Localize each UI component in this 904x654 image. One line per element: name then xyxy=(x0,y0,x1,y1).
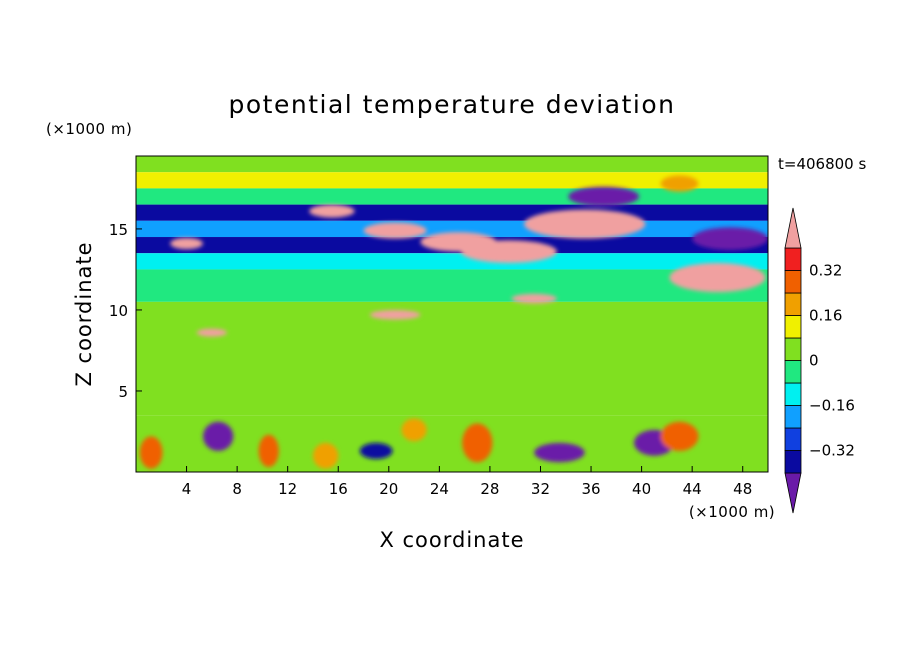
colorbar-segment xyxy=(784,247,802,271)
field-band xyxy=(136,172,768,189)
x-tick-label: 20 xyxy=(379,480,398,498)
field-feature xyxy=(660,175,699,192)
time-label: t=406800 s xyxy=(778,155,866,173)
colorbar-lower-extension xyxy=(784,472,802,514)
x-axis-ticks: 4 8 12 16 20 24 28 32 36 40 44 48 xyxy=(182,466,752,498)
field-feature xyxy=(524,209,646,239)
colorbar-segment xyxy=(784,337,802,361)
colorbar-label: −0.32 xyxy=(809,442,855,460)
x-tick-label: 8 xyxy=(232,480,242,498)
field-feature xyxy=(660,421,699,451)
field-band xyxy=(136,156,768,173)
colorbar-segment xyxy=(784,315,802,339)
field-feature xyxy=(534,442,585,463)
x-tick-label: 44 xyxy=(683,480,702,498)
field-feature xyxy=(568,186,640,207)
field-feature xyxy=(363,222,427,239)
y-tick-label: 10 xyxy=(109,302,128,320)
colorbar-label: 0 xyxy=(809,352,819,370)
colorbar-segment xyxy=(784,450,802,474)
heatmap-field xyxy=(136,156,768,472)
x-tick-label: 36 xyxy=(581,480,600,498)
field-feature xyxy=(139,436,163,469)
field-features xyxy=(139,175,768,469)
field-feature xyxy=(359,442,393,460)
colorbar-segment xyxy=(784,427,802,451)
colorbar-segment xyxy=(784,270,802,294)
field-feature xyxy=(669,262,766,293)
y-tick-label: 5 xyxy=(118,383,128,401)
chart-title: potential temperature deviation xyxy=(229,90,676,119)
x-axis-title: X coordinate xyxy=(379,528,524,552)
x-tick-label: 16 xyxy=(329,480,348,498)
x-tick-label: 24 xyxy=(430,480,449,498)
field-band xyxy=(136,253,768,270)
field-band xyxy=(136,301,768,416)
colorbar-segment xyxy=(784,382,802,406)
field-feature xyxy=(202,421,234,451)
x-tick-label: 4 xyxy=(182,480,192,498)
y-tick-label: 15 xyxy=(109,221,128,239)
x-tick-label: 12 xyxy=(278,480,297,498)
y-axis-ticks: 5 10 15 xyxy=(109,221,142,401)
x-tick-label: 40 xyxy=(632,480,651,498)
field-feature xyxy=(369,309,421,320)
x-unit-label: (×1000 m) xyxy=(689,503,775,521)
field-feature xyxy=(170,237,203,250)
colorbar-segment xyxy=(784,405,802,429)
field-feature xyxy=(312,442,339,469)
colorbar-label: −0.16 xyxy=(809,397,855,415)
colorbar: 0.32 0.16 0 −0.16 −0.32 xyxy=(784,207,855,514)
field-band xyxy=(136,269,768,302)
x-tick-label: 32 xyxy=(531,480,550,498)
field-band xyxy=(136,204,768,221)
background-bands xyxy=(136,156,768,472)
colorbar-label: 0.32 xyxy=(809,262,842,280)
field-feature xyxy=(462,423,493,463)
plot-frame xyxy=(135,155,769,473)
x-tick-label: 48 xyxy=(733,480,752,498)
colorbar-upper-extension xyxy=(784,207,802,249)
field-feature xyxy=(196,328,228,337)
field-feature xyxy=(401,418,427,442)
colorbar-segment xyxy=(784,292,802,316)
colorbar-label: 0.16 xyxy=(809,307,842,325)
field-feature xyxy=(511,293,557,304)
field-feature xyxy=(258,434,279,468)
y-axis-title: Z coordinate xyxy=(72,241,96,386)
field-feature xyxy=(692,227,768,250)
x-tick-label: 28 xyxy=(480,480,499,498)
field-feature xyxy=(309,204,355,218)
colorbar-segment xyxy=(784,360,802,384)
y-unit-label: (×1000 m) xyxy=(46,120,132,138)
field-feature xyxy=(420,232,497,252)
